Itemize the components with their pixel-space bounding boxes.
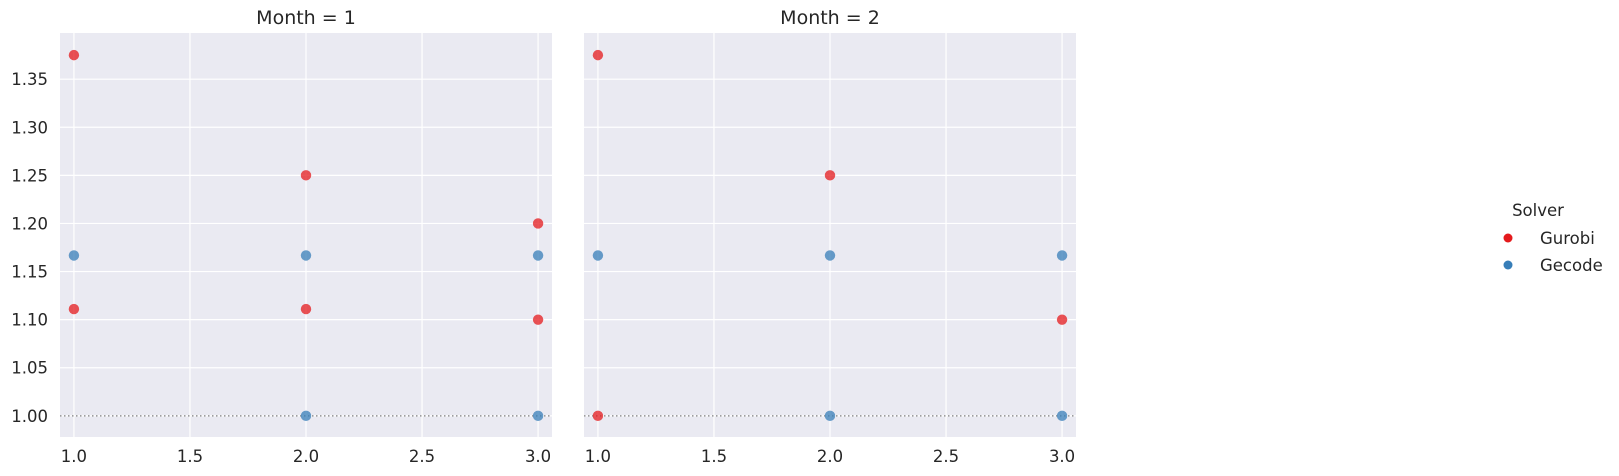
y-tick-label: 1.25 [11, 166, 48, 185]
point-gurobi [68, 303, 80, 315]
panel-1: Month = 1 1.0 1.5 2.0 2.5 3.0 1.00 1.05 1.10 1.15… [11, 7, 552, 466]
point-gurobi [824, 170, 836, 181]
y-tick-label: 1.35 [11, 70, 48, 89]
y-tick-label: 1.00 [11, 407, 48, 426]
x-tick-label: 1.0 [61, 447, 87, 466]
point-gurobi [532, 314, 544, 325]
panel-title: Month = 2 [780, 7, 880, 29]
legend-label-gurobi: Gurobi [1540, 229, 1595, 248]
x-tick-label: 1.5 [177, 447, 203, 466]
point-gecode [1056, 250, 1068, 261]
facet-panels: Month = 1 1.0 1.5 2.0 2.5 3.0 1.00 1.05 1.10 1.15… [11, 7, 1076, 466]
point-gurobi [1056, 314, 1068, 325]
y-tick-label: 1.15 [11, 263, 48, 282]
point-gurobi [68, 49, 80, 61]
point-gecode [532, 250, 544, 261]
point-gecode [300, 410, 312, 422]
panel-title: Month = 1 [256, 7, 356, 29]
point-gurobi [300, 303, 312, 315]
point-gecode [300, 250, 312, 261]
x-tick-label: 2.5 [933, 447, 959, 466]
point-gecode [824, 410, 836, 422]
point-gecode [592, 250, 604, 261]
point-gurobi [592, 410, 604, 422]
x-tick-label: 2.0 [293, 447, 319, 466]
point-gecode [68, 250, 80, 261]
x-tick-label: 2.5 [409, 447, 435, 466]
point-gecode [824, 250, 836, 261]
y-tick-label: 1.05 [11, 359, 48, 378]
x-tick-label: 3.0 [1049, 447, 1075, 466]
legend: Solver Gurobi Gecode [1503, 201, 1603, 275]
y-tick-label: 1.10 [11, 311, 48, 330]
y-tick-label: 1.20 [11, 214, 48, 233]
x-tick-label: 2.0 [817, 447, 843, 466]
point-gurobi [300, 170, 312, 181]
legend-title: Solver [1512, 201, 1564, 220]
point-gurobi [592, 49, 604, 61]
x-tick-label: 3.0 [525, 447, 551, 466]
legend-marker-gecode [1503, 260, 1513, 270]
y-tick-label: 1.30 [11, 118, 48, 137]
point-gurobi [532, 218, 544, 229]
legend-label-gecode: Gecode [1540, 256, 1603, 275]
panel-2: Month = 2 1.0 1.5 2.0 2.5 3.0 [584, 7, 1076, 466]
legend-marker-gurobi [1503, 233, 1513, 243]
x-tick-label: 1.5 [701, 447, 727, 466]
point-gecode [532, 410, 544, 422]
point-gecode [1056, 410, 1068, 422]
x-tick-label: 1.0 [585, 447, 611, 466]
